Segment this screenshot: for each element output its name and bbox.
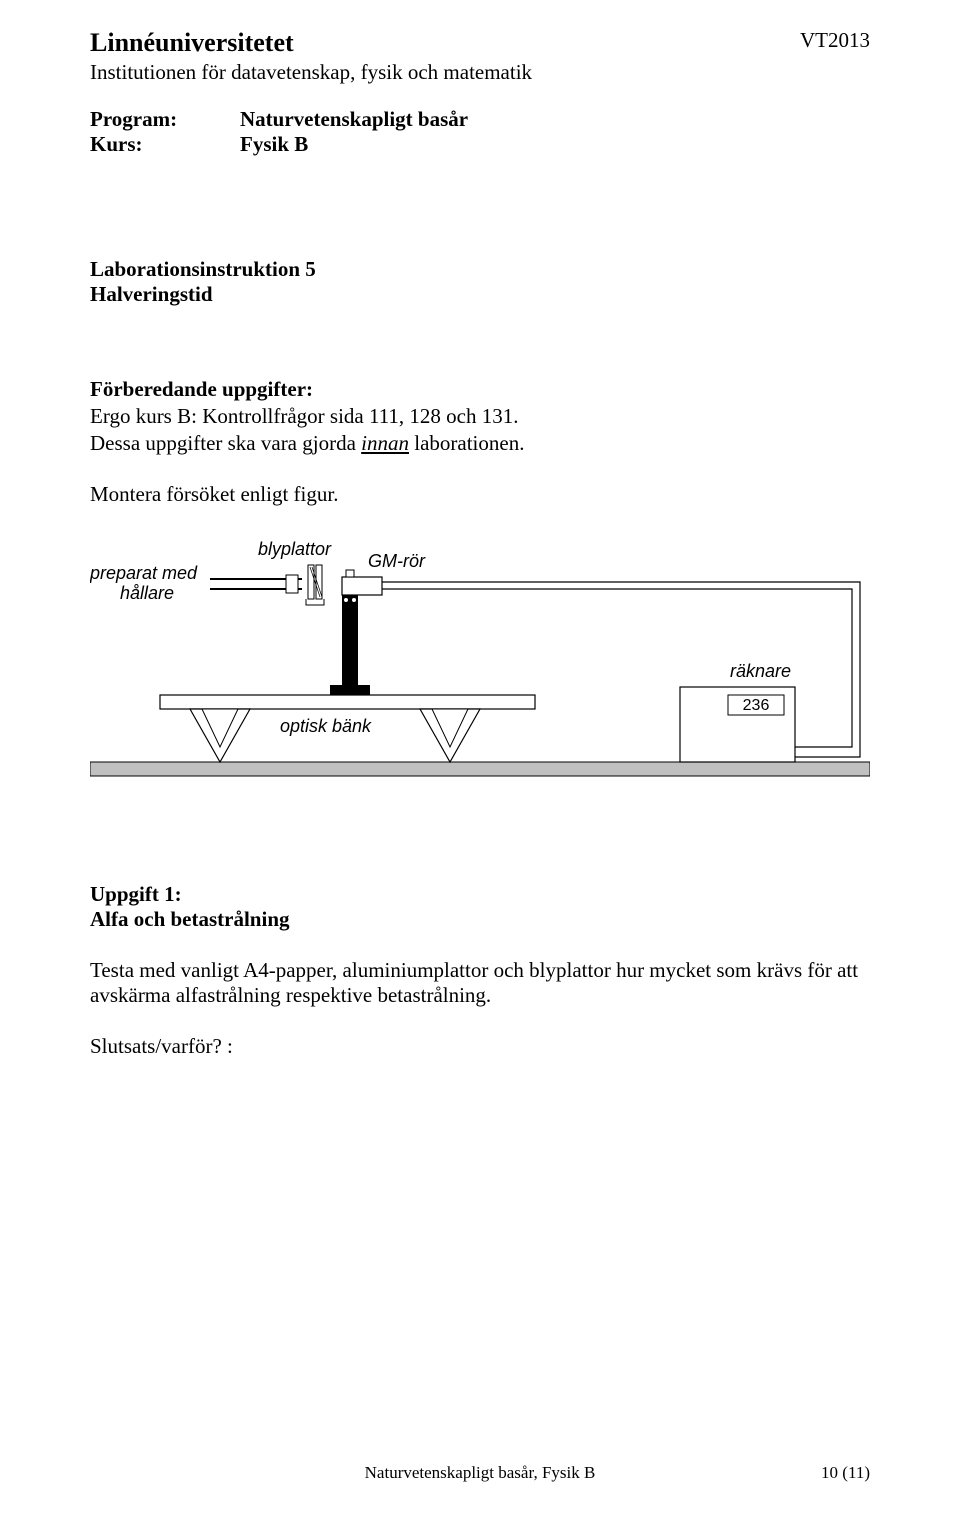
university-name: Linnéuniversitetet (90, 28, 870, 58)
term: VT2013 (800, 28, 870, 53)
optical-bench (160, 695, 535, 709)
page: Linnéuniversitetet VT2013 Institutionen … (0, 0, 960, 1531)
footer-page: 10 (11) (821, 1463, 870, 1483)
prep-mount: Montera försöket enligt figur. (90, 482, 870, 507)
label-blyplattor: blyplattor (258, 539, 332, 559)
institution: Institutionen för datavetenskap, fysik o… (90, 60, 870, 85)
course-label: Kurs: (90, 132, 240, 157)
apparatus-diagram: 236 räknare optisk bänk GM-rör (90, 537, 870, 812)
task-heading: Uppgift 1: (90, 882, 870, 907)
lab-subtitle: Halveringstid (90, 282, 870, 307)
prep-innan: innan (361, 431, 409, 455)
label-gm-ror: GM-rör (368, 551, 426, 571)
task-conclusion: Slutsats/varför? : (90, 1034, 870, 1059)
course-value: Fysik B (240, 132, 308, 157)
prep-line1: Ergo kurs B: Kontrollfrågor sida 111, 12… (90, 404, 870, 429)
plate-bracket (306, 599, 324, 605)
program-label: Program: (90, 107, 240, 132)
program-value: Naturvetenskapligt basår (240, 107, 468, 132)
course-row: Kurs: Fysik B (90, 132, 870, 157)
label-optisk-bank: optisk bänk (280, 716, 372, 736)
task-body: Testa med vanligt A4-papper, aluminiumpl… (90, 958, 870, 1008)
ground-strip (90, 762, 870, 776)
prep-line2a: Dessa uppgifter ska vara gjorda (90, 431, 361, 455)
header: Linnéuniversitetet VT2013 Institutionen … (90, 28, 870, 157)
diagram-svg: 236 räknare optisk bänk GM-rör (90, 537, 870, 807)
footer-center: Naturvetenskapligt basår, Fysik B (90, 1463, 870, 1483)
label-preparat-l1: preparat med (90, 563, 198, 583)
gm-stand (342, 592, 358, 695)
gm-stand-base (330, 685, 370, 695)
gm-clamp-dot-2 (352, 598, 357, 603)
lab-title: Laborationsinstruktion 5 (90, 257, 870, 282)
footer: Naturvetenskapligt basår, Fysik B 10 (11… (90, 1463, 870, 1483)
label-preparat-l2: hållare (120, 583, 174, 603)
sample-tip (286, 575, 298, 593)
counter-value: 236 (743, 697, 770, 714)
prep-heading: Förberedande uppgifter: (90, 377, 870, 402)
gm-cap (346, 570, 354, 577)
task-subtitle: Alfa och betastrålning (90, 907, 870, 932)
label-raknare: räknare (730, 661, 791, 681)
gm-tube (342, 577, 382, 595)
program-row: Program: Naturvetenskapligt basår (90, 107, 870, 132)
gm-clamp-dot-1 (344, 598, 349, 603)
prep-line2: Dessa uppgifter ska vara gjorda innan la… (90, 431, 870, 456)
prep-line2b: laborationen. (409, 431, 524, 455)
